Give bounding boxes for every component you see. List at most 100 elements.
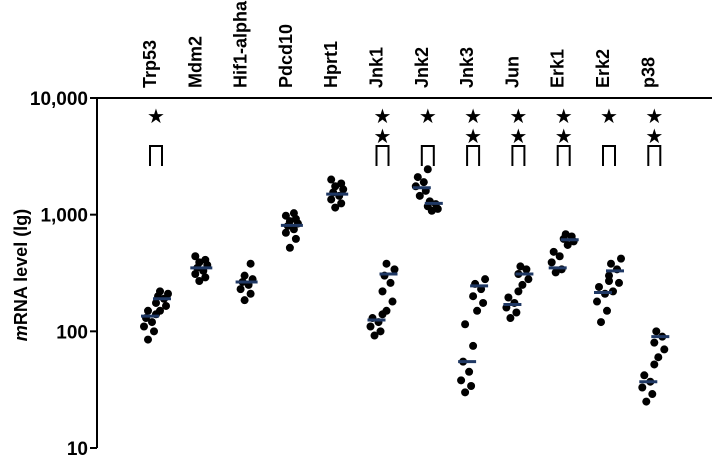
y-tick-label: 100 xyxy=(56,322,88,343)
data-point xyxy=(524,275,533,284)
data-point xyxy=(327,175,336,184)
data-point xyxy=(423,165,432,174)
significance-annotations: ★ ★★★ ★★★★★★★ ★★ xyxy=(147,104,663,166)
data-point xyxy=(597,318,605,327)
data-point xyxy=(660,345,669,354)
category-label: Jun xyxy=(502,56,522,88)
data-point xyxy=(605,271,613,280)
data-point xyxy=(563,240,572,249)
data-point xyxy=(150,327,158,336)
data-point xyxy=(522,265,531,274)
category-label: Jnk1 xyxy=(367,47,387,88)
comparison-bracket xyxy=(511,145,526,166)
data-point xyxy=(419,178,428,187)
significance-star: ★ xyxy=(374,124,392,148)
data-point xyxy=(512,308,521,317)
data-point xyxy=(331,203,340,212)
data-point xyxy=(140,322,148,331)
y-axis-title-rest: RNA level (lg) xyxy=(11,209,31,325)
data-point xyxy=(291,234,300,243)
data-point xyxy=(201,273,210,282)
data-point xyxy=(514,287,523,296)
data-point xyxy=(285,243,294,252)
data-point xyxy=(593,297,601,306)
significance-star: ★ xyxy=(509,104,527,128)
category-label: Jnk2 xyxy=(412,47,432,88)
comparison-bracket xyxy=(602,145,616,166)
data-point xyxy=(415,191,424,200)
data-point xyxy=(650,360,659,369)
comparison-bracket xyxy=(420,145,435,166)
data-point xyxy=(615,278,623,287)
data-point xyxy=(652,327,661,336)
data-point xyxy=(382,259,391,268)
data-point xyxy=(144,306,152,315)
data-point xyxy=(289,209,298,218)
data-point xyxy=(386,278,395,287)
mean-bars xyxy=(141,186,670,384)
data-point xyxy=(195,258,204,267)
significance-star: ★ xyxy=(555,124,573,148)
data-point xyxy=(465,367,474,376)
data-point xyxy=(413,173,422,182)
data-point xyxy=(469,341,478,350)
data-point xyxy=(547,258,556,267)
y-tick-label: 1,000 xyxy=(40,206,88,227)
category-label: Pdcd10 xyxy=(276,24,296,88)
data-point xyxy=(236,285,245,294)
data-point xyxy=(648,390,657,399)
category-label: Hif1-alpha xyxy=(231,0,251,88)
data-point xyxy=(617,254,625,263)
y-tick-label: 10 xyxy=(67,439,88,456)
data-point xyxy=(469,292,478,301)
data-point xyxy=(481,275,490,284)
y-axis-ticks: 10 100 1,000 10,000 xyxy=(30,89,97,456)
significance-star: ★ xyxy=(645,104,663,128)
data-point xyxy=(152,298,160,307)
axes xyxy=(96,97,712,448)
data-point xyxy=(337,199,346,208)
data-point xyxy=(457,376,466,385)
data-point xyxy=(376,327,385,336)
significance-star: ★ xyxy=(464,124,482,148)
data-point xyxy=(640,371,649,380)
data-point xyxy=(378,287,387,296)
data-point xyxy=(473,306,482,315)
data-points xyxy=(140,165,669,406)
data-point xyxy=(156,287,164,296)
data-point xyxy=(337,179,346,188)
data-point xyxy=(289,225,298,234)
data-point xyxy=(654,353,663,362)
data-point xyxy=(650,338,659,347)
data-point xyxy=(195,277,204,286)
data-point xyxy=(240,271,249,280)
category-label: Trp53 xyxy=(140,40,160,88)
data-point xyxy=(240,296,249,305)
data-point xyxy=(388,297,397,306)
category-label: Mdm2 xyxy=(185,36,205,88)
category-label: Erk1 xyxy=(548,49,568,88)
category-label: Erk2 xyxy=(593,49,613,88)
y-axis-title: mRNA level (lg) xyxy=(11,209,31,341)
data-point xyxy=(156,306,164,315)
comparison-bracket xyxy=(375,145,390,166)
data-point xyxy=(504,293,513,302)
data-point xyxy=(366,322,375,331)
data-point xyxy=(607,259,615,268)
data-point xyxy=(281,228,290,237)
data-point xyxy=(191,270,200,279)
category-label: p38 xyxy=(638,57,658,88)
data-point xyxy=(331,182,340,191)
data-point xyxy=(595,282,603,291)
data-point xyxy=(467,381,476,390)
data-point xyxy=(461,388,470,397)
data-point xyxy=(479,298,488,307)
y-tick-label: 10,000 xyxy=(30,89,88,110)
significance-star: ★ xyxy=(645,124,663,148)
significance-star: ★ xyxy=(509,124,527,148)
data-point xyxy=(506,314,515,323)
data-point xyxy=(551,268,560,277)
comparison-bracket xyxy=(556,145,571,166)
data-point xyxy=(164,289,172,298)
